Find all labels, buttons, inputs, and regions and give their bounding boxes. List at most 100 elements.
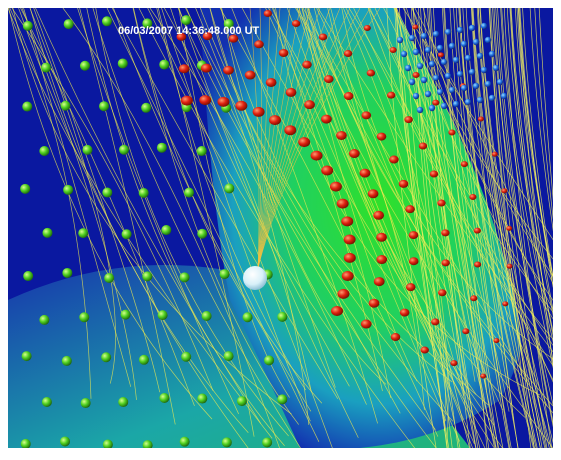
red-sphere (474, 261, 482, 268)
green-sphere (79, 60, 90, 71)
red-sphere (337, 288, 350, 299)
blue-sphere (452, 56, 460, 64)
green-sphere (179, 436, 190, 447)
red-sphere (235, 100, 248, 111)
red-sphere (180, 95, 193, 106)
field-line (433, 8, 500, 448)
field-line (519, 8, 553, 288)
green-sphere (20, 438, 31, 448)
green-sphere (60, 100, 71, 111)
blue-sphere (468, 68, 476, 76)
green-sphere (223, 18, 234, 29)
field-line (220, 8, 453, 383)
field-line (79, 8, 176, 425)
field-line (514, 8, 553, 312)
red-sphere (429, 170, 439, 178)
field-line (479, 8, 550, 448)
green-sphere (118, 144, 129, 155)
green-sphere (219, 269, 230, 280)
field-line (12, 8, 292, 415)
field-line (406, 8, 553, 260)
blue-sphere (444, 28, 452, 36)
red-sphere (341, 271, 354, 282)
field-line (77, 8, 239, 415)
field-line (8, 8, 273, 439)
field-line (241, 8, 477, 396)
field-line (503, 8, 553, 448)
red-sphere (408, 231, 419, 240)
red-sphere (412, 24, 419, 30)
green-sphere (262, 437, 273, 448)
red-sphere (376, 132, 387, 141)
field-line (133, 8, 323, 404)
field-line (257, 8, 321, 269)
blue-sphere (476, 96, 484, 104)
blue-sphere (404, 64, 412, 72)
red-sphere (343, 50, 353, 58)
red-sphere (304, 100, 315, 110)
red-sphere (398, 179, 409, 188)
red-sphere (420, 346, 429, 354)
green-sphere (142, 440, 153, 448)
green-sphere (101, 16, 112, 27)
blue-sphere (448, 42, 456, 50)
field-line (11, 8, 214, 391)
field-line (413, 8, 459, 448)
red-sphere (376, 232, 387, 242)
field-line (423, 8, 477, 448)
field-line (138, 8, 416, 448)
field-line (257, 8, 271, 269)
field-line (257, 8, 361, 269)
red-sphere (223, 65, 234, 75)
field-line (8, 8, 213, 420)
red-sphere (437, 199, 446, 207)
field-line (257, 8, 301, 269)
red-sphere (491, 151, 498, 157)
red-sphere (373, 210, 385, 220)
field-line (275, 8, 541, 396)
field-line (495, 8, 553, 428)
red-sphere (438, 289, 447, 297)
green-sphere (78, 228, 89, 239)
red-sphere (441, 229, 450, 237)
field-line (186, 8, 437, 448)
field-line (462, 8, 519, 448)
blue-sphere (432, 30, 440, 38)
field-line (493, 8, 548, 448)
red-sphere (336, 130, 347, 140)
blue-sphere (480, 22, 488, 30)
red-sphere (291, 20, 301, 28)
field-line (410, 8, 453, 448)
green-sphere (264, 355, 275, 366)
red-sphere (460, 161, 468, 168)
green-sphere (61, 355, 72, 366)
field-line (516, 8, 553, 280)
red-sphere (176, 32, 187, 41)
field-line (219, 8, 439, 437)
red-sphere (502, 301, 509, 307)
field-line (430, 8, 495, 448)
green-sphere (118, 397, 129, 408)
field-line (257, 8, 331, 269)
field-line (296, 8, 503, 448)
red-sphere (348, 149, 360, 159)
blue-sphere (460, 84, 468, 92)
blue-sphere (420, 32, 428, 40)
blue-sphere (480, 66, 488, 74)
field-line (156, 8, 306, 391)
green-sphere (156, 142, 167, 153)
blue-sphere (484, 80, 492, 88)
blue-sphere (476, 52, 484, 60)
field-line (62, 8, 280, 448)
red-sphere (366, 69, 376, 77)
green-sphere (80, 398, 91, 409)
red-sphere (284, 125, 297, 136)
field-line (458, 8, 534, 448)
green-sphere (20, 183, 31, 194)
green-sphere (181, 15, 192, 26)
field-line (472, 8, 546, 448)
blue-sphere (464, 54, 472, 62)
red-sphere (360, 319, 372, 329)
field-line (111, 8, 339, 399)
field-line (185, 8, 401, 414)
